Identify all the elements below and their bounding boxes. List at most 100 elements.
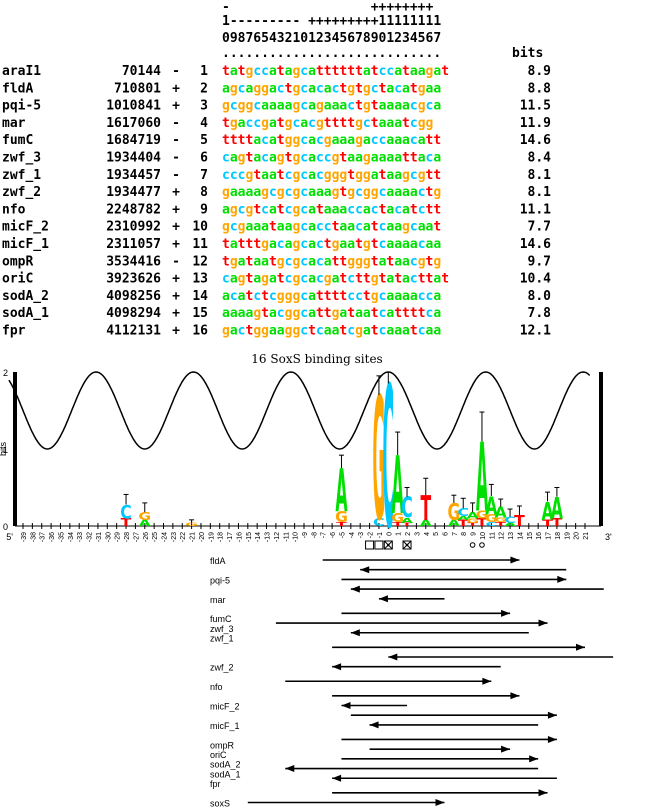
- logo-letter-a: A: [392, 441, 404, 533]
- site-coordinate: 1934404: [106, 151, 161, 166]
- site-name: micF_2: [2, 220, 49, 235]
- alignment-row: zwf_2 1934477 +8 8.1 gaaaagcgcgcaaagtgcggcaa…: [2, 185, 551, 200]
- site-bits: 8.1: [528, 168, 552, 183]
- logo-letter-g: G: [476, 510, 489, 522]
- alignment-row: oriC 3923626 +13 10.4 cagtagatcgcacgatcttgta…: [2, 272, 551, 287]
- x-tick-label: -6: [330, 532, 337, 538]
- x-tick-label: -36: [49, 532, 56, 542]
- logo-letter-c: C: [373, 517, 384, 529]
- map-label: nfo: [210, 682, 223, 692]
- x-tick-label: 8: [461, 532, 468, 536]
- x-tick-label: -18: [218, 532, 225, 542]
- site-name: oriC: [2, 272, 33, 287]
- site-strand: +: [172, 289, 180, 304]
- logo-letter-t: T: [402, 522, 413, 527]
- site-index: 5: [200, 133, 208, 148]
- x-tick-label: -19: [208, 532, 215, 542]
- logo-letter-c: C: [457, 507, 468, 519]
- site-coordinate: 1010841: [106, 99, 161, 114]
- logo-letter-t: T: [477, 517, 488, 529]
- alignment-row: sodA_1 4098294 +15 7.8 aaaagtacggcattgataatc…: [2, 306, 551, 321]
- x-tick-label: -12: [274, 532, 281, 542]
- site-arrow-head: [557, 575, 567, 583]
- x-tick-label: -13: [265, 532, 272, 542]
- logo-letter-t: T: [542, 518, 553, 528]
- site-strand: -: [172, 151, 180, 166]
- x-tick-label: -24: [162, 532, 169, 542]
- x-tick-label: 1: [396, 532, 403, 536]
- three-prime-label: 3': [605, 532, 612, 542]
- logo-letter-c: C: [401, 493, 412, 525]
- site-index: 9: [200, 202, 208, 217]
- site-sequence: tatgccatagcattttttatccataagat: [222, 64, 449, 79]
- site-coordinate: 2248782: [106, 202, 161, 217]
- x-tick-label: -21: [190, 532, 197, 542]
- site-bits: 11.9: [520, 116, 551, 131]
- logo-letter-g: G: [485, 513, 498, 525]
- site-bits: 11.1: [520, 202, 551, 217]
- logo-letter-t: T: [467, 522, 478, 527]
- site-sequence: aaaagtacggcattgataatcattttca: [222, 306, 441, 321]
- x-tick-label: 2: [405, 532, 412, 536]
- x-tick-label: -5: [339, 532, 346, 538]
- logo-letter-a: A: [495, 504, 507, 522]
- x-tick-label: -1: [377, 532, 384, 538]
- x-tick-label: -17: [227, 532, 234, 542]
- site-bits: 8.4: [528, 151, 552, 166]
- alignment-row: pqi-5 1010841 +3 11.5 gcggcaaaagcagaaactgtaa…: [2, 99, 551, 114]
- logo-letter-t: T: [336, 521, 347, 527]
- site-name: sodA_1: [2, 306, 49, 321]
- logo-letter-a: A: [467, 510, 479, 520]
- contact-box-marker: [402, 540, 412, 550]
- contact-box-dot: [405, 543, 409, 547]
- x-tick-label: 16: [536, 532, 543, 540]
- map-label: micF_1: [210, 721, 240, 731]
- site-coordinate: 1934477: [106, 185, 161, 200]
- logo-letter-a: A: [335, 458, 347, 526]
- logo-letter-t: T: [121, 517, 132, 529]
- header-dots-row: ............................: [222, 46, 441, 61]
- map-label: zwf_3: [210, 624, 234, 634]
- x-tick-label: 17: [546, 532, 553, 540]
- y-tick-label: 0: [3, 522, 8, 532]
- site-sequence: acatctcgggcattttcctgcaaaacca: [222, 289, 441, 304]
- site-index: 10: [192, 220, 208, 235]
- x-tick-label: -26: [143, 532, 150, 542]
- site-index: 11: [192, 237, 208, 252]
- site-coordinate: 4098294: [106, 306, 161, 321]
- x-tick-label: 5: [433, 532, 440, 536]
- alignment-row: micF_2 2310992 +10 7.7 gcgaaataagcacctaacatc…: [2, 220, 551, 235]
- logo-letter-t: T: [495, 521, 506, 527]
- logo-letter-a: A: [504, 522, 516, 527]
- site-arrow-head: [341, 702, 351, 709]
- site-strand: -: [172, 133, 180, 148]
- map-label: fumC: [210, 614, 232, 624]
- logo-letter-g: G: [494, 516, 507, 523]
- contact-box-dot: [387, 543, 390, 547]
- site-arrow-head: [501, 745, 511, 753]
- alignment-row: ompR 3534416-12 9.7 tgataatgcgcacattgggtata…: [2, 254, 551, 269]
- x-tick-label: -28: [124, 532, 131, 542]
- site-coordinate: 1684719: [106, 133, 161, 148]
- x-tick-label: -34: [68, 532, 75, 542]
- five-prime-label: 5': [6, 532, 13, 542]
- alignment-row: fpr 4112131 +16 12.1 gactggaaggctcaatcgatcaa…: [2, 324, 551, 339]
- site-index: 3: [200, 99, 208, 114]
- site-coordinate: 3923626: [106, 272, 161, 287]
- site-strand: +: [172, 185, 180, 200]
- site-sequence: cccgtaatcgcacgggtggataagcgtt: [222, 168, 441, 183]
- site-strand: +: [172, 306, 180, 321]
- logo-letter-g: G: [391, 511, 404, 525]
- site-arrow-head: [332, 663, 342, 671]
- x-tick-label: 7: [452, 532, 459, 536]
- bits-column-header: bits: [512, 46, 543, 61]
- x-tick-label: -9: [302, 532, 309, 538]
- site-arrow-head: [529, 755, 539, 763]
- site-index: 2: [200, 81, 208, 96]
- x-tick-label: -25: [152, 532, 159, 542]
- map-label: ompR: [210, 740, 235, 750]
- logo-letter-c: C: [486, 521, 497, 527]
- logo-letter-g: G: [185, 522, 198, 527]
- site-name: zwf_1: [2, 168, 41, 183]
